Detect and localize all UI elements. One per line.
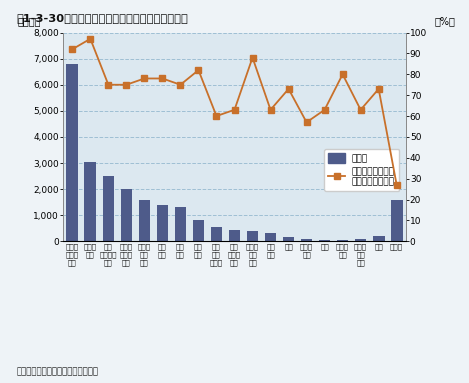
Bar — [67, 64, 78, 241]
Bar — [247, 231, 258, 241]
Bar — [193, 220, 204, 241]
Legend: 融資額, 支援分野に掲げた
金融機関等の割合: 融資額, 支援分野に掲げた 金融機関等の割合 — [324, 149, 400, 191]
Bar — [103, 176, 114, 241]
Text: 社会
インフラ
整備: 社会 インフラ 整備 — [99, 243, 117, 266]
Text: 起業: 起業 — [374, 243, 383, 250]
Bar — [373, 236, 385, 241]
Bar — [265, 234, 276, 241]
Text: 事業
再編: 事業 再編 — [176, 243, 185, 258]
Text: 資源
確保・
開発: 資源 確保・ 開発 — [228, 243, 241, 266]
Text: （億円）: （億円） — [17, 16, 41, 26]
Bar — [174, 207, 186, 241]
Text: その他: その他 — [390, 243, 403, 250]
Bar — [229, 229, 240, 241]
Text: 科学・
技術
研究: 科学・ 技術 研究 — [354, 243, 367, 266]
Text: 資料：日本銀行資料より環境省作成: 資料：日本銀行資料より環境省作成 — [16, 367, 98, 376]
Text: 保育・
育児: 保育・ 育児 — [336, 243, 349, 258]
Text: 防災: 防災 — [320, 243, 329, 250]
Text: 環境・
エネル
ギー: 環境・ エネル ギー — [66, 243, 79, 266]
Text: 農林
水産: 農林 水産 — [194, 243, 203, 258]
Bar — [337, 240, 348, 241]
Bar — [355, 239, 366, 241]
Text: 観光: 観光 — [284, 243, 293, 250]
Bar — [121, 189, 132, 241]
Text: コンテ
ンツ: コンテ ンツ — [300, 243, 313, 258]
Bar — [211, 227, 222, 241]
Text: 雇用
支援: 雇用 支援 — [266, 243, 275, 258]
Text: 地域・
都市
再生: 地域・ 都市 再生 — [138, 243, 151, 266]
Bar — [319, 240, 331, 241]
Text: 住宅
スト
ック化: 住宅 スト ック化 — [210, 243, 223, 266]
Text: 研究
開発: 研究 開発 — [158, 243, 167, 258]
Bar — [391, 200, 402, 241]
Bar — [84, 162, 96, 241]
Text: 高齢者
向け
事業: 高齢者 向け 事業 — [246, 243, 259, 266]
Text: アジア
投資・
事業: アジア 投資・ 事業 — [120, 243, 133, 266]
Bar — [138, 200, 150, 241]
Bar — [157, 205, 168, 241]
Text: 図1-3-30　成長基盤強化分野別の投融資実行状況: 図1-3-30 成長基盤強化分野別の投融資実行状況 — [16, 13, 188, 23]
Bar — [301, 239, 312, 241]
Text: （%）: （%） — [434, 16, 455, 26]
Text: 医療・
介護: 医療・ 介護 — [84, 243, 97, 258]
Bar — [283, 237, 295, 241]
